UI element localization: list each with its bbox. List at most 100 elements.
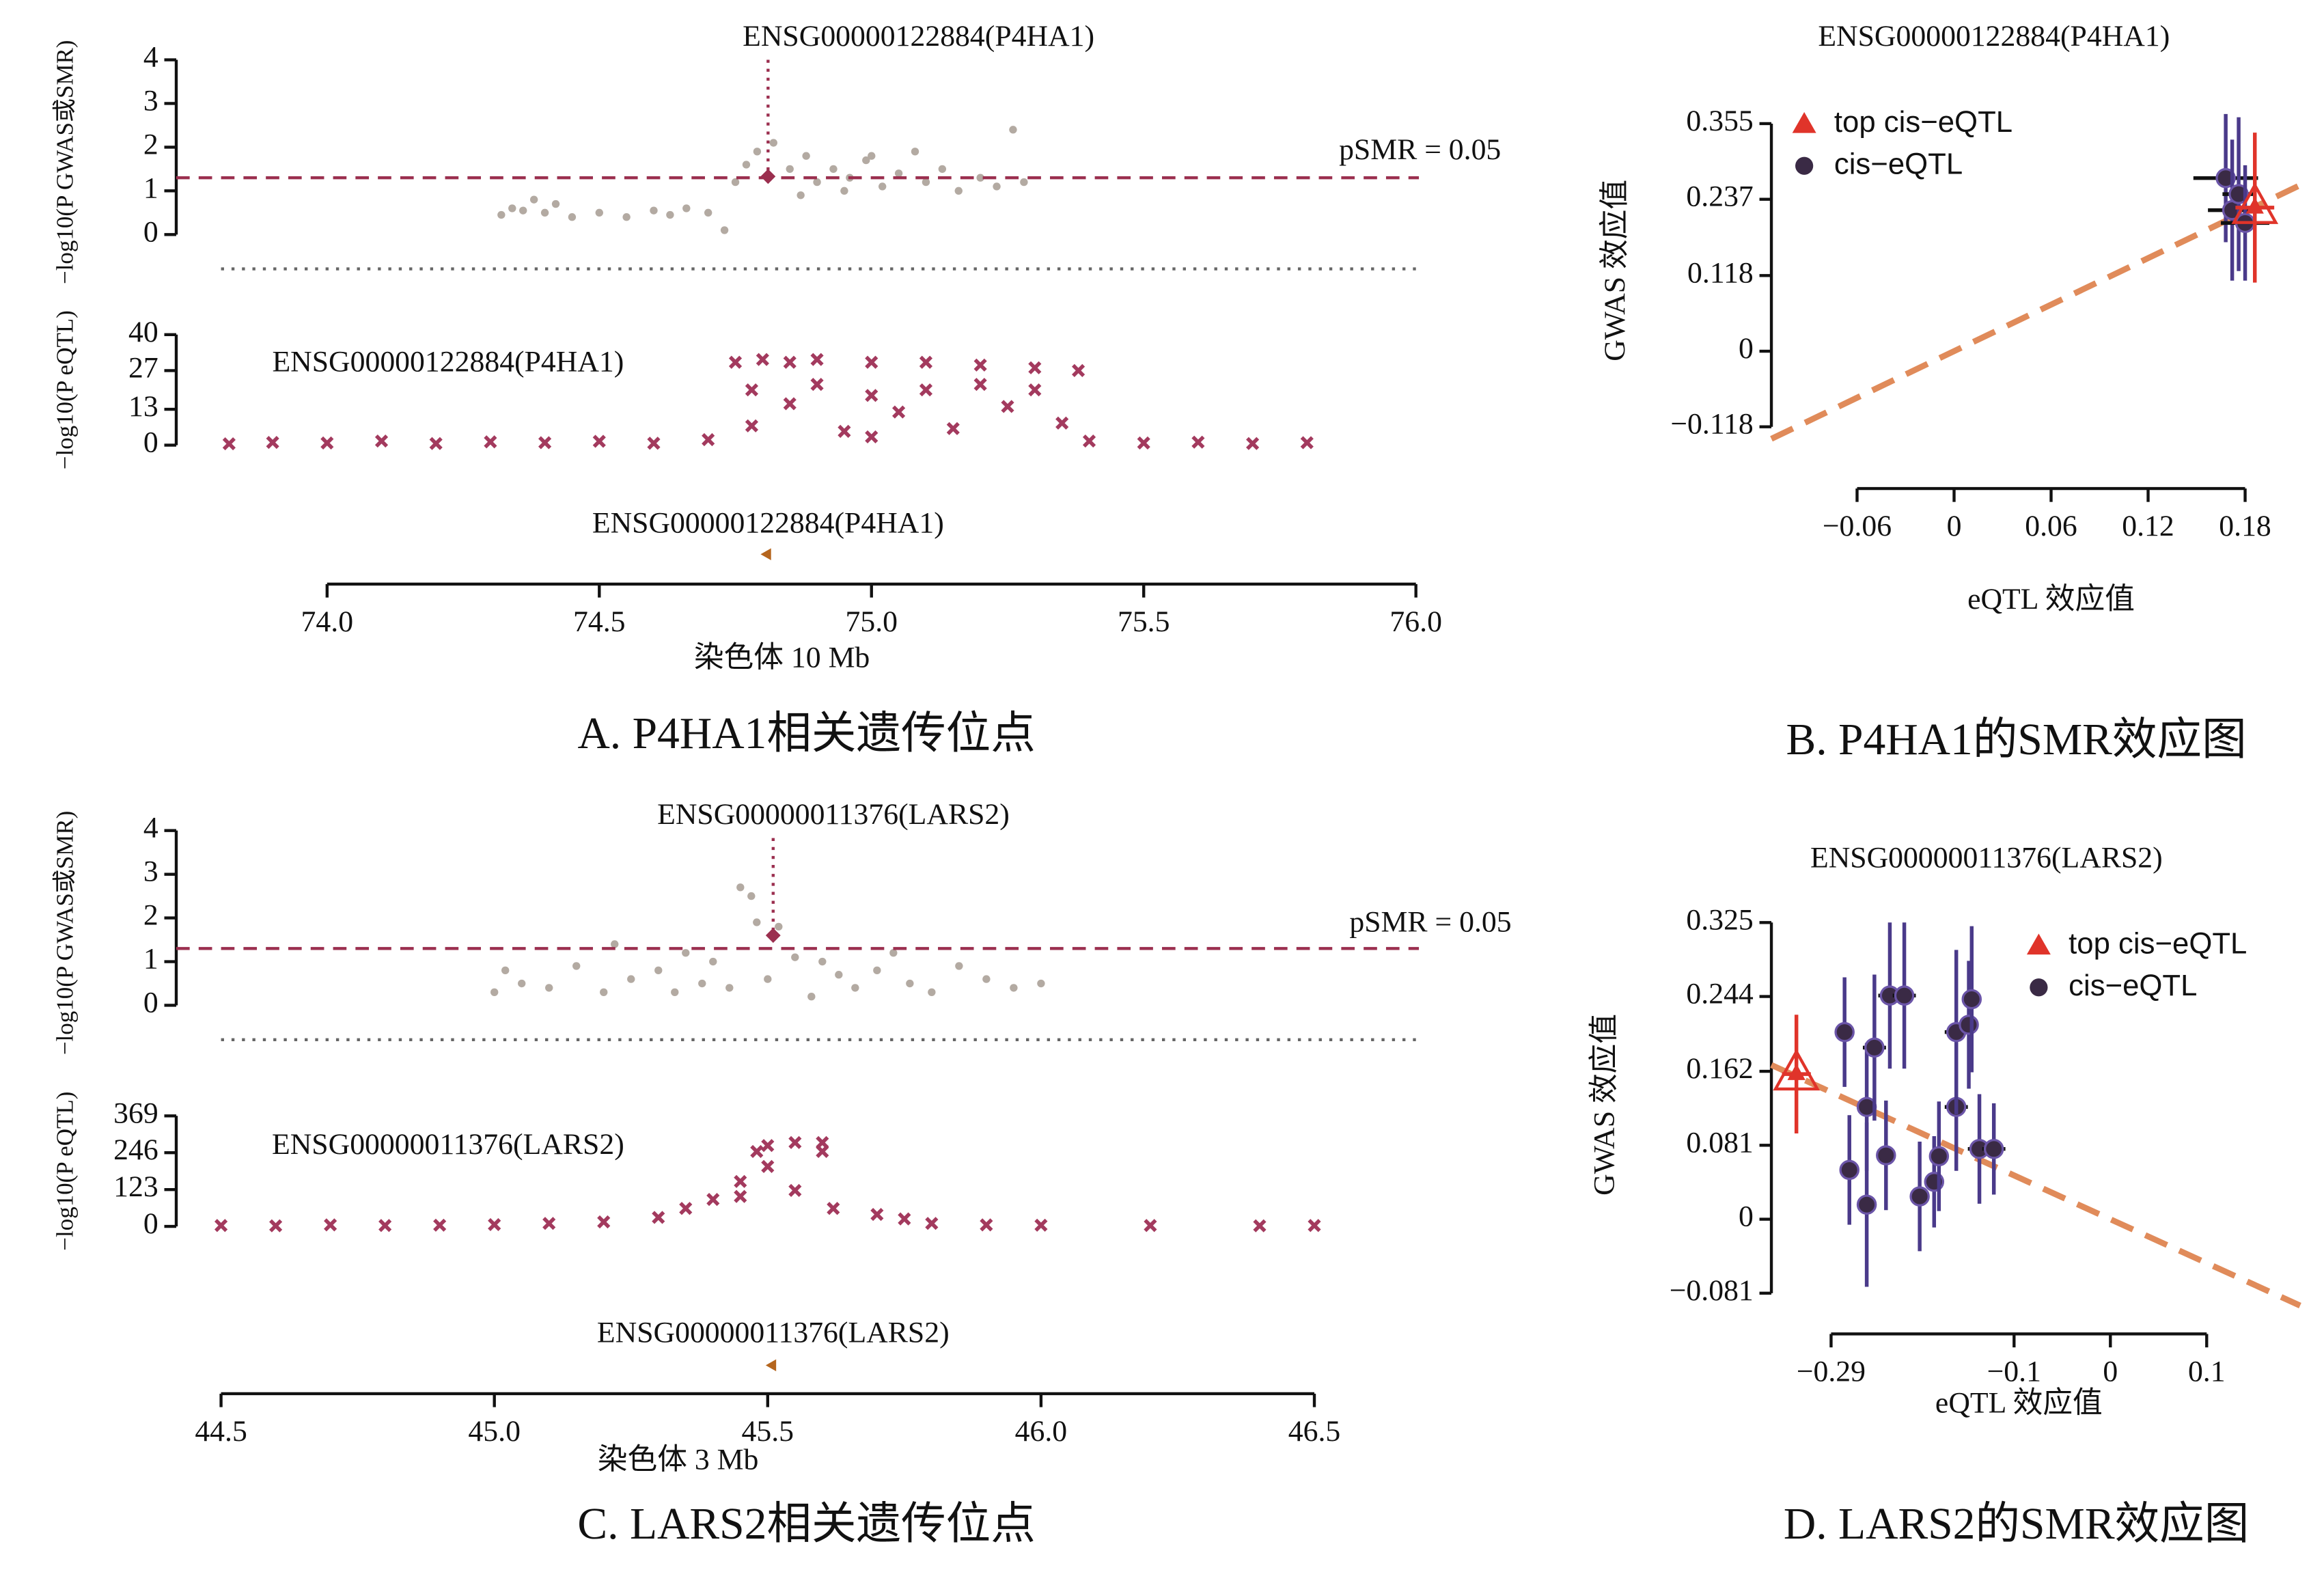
eqtl-point xyxy=(324,1218,337,1232)
y-tick-label: 0 xyxy=(143,426,158,459)
eqtl-point xyxy=(1909,1186,1930,1207)
eqtl-point xyxy=(1876,1145,1896,1166)
y-tick-label: 0.118 xyxy=(1687,256,1754,289)
legend-marker xyxy=(1795,156,1814,175)
eqtl-point xyxy=(745,383,759,397)
gwas-point xyxy=(993,182,1001,191)
x-axis-label: eQTL 效应值 xyxy=(1935,1386,2103,1419)
gene-title: ENSG00000011376(LARS2) xyxy=(657,798,1010,831)
eqtl-point xyxy=(1246,437,1260,450)
eqtl-point xyxy=(538,436,552,450)
eqtl-point xyxy=(1834,1021,1855,1043)
gwas-point xyxy=(807,993,816,1001)
eqtl-point xyxy=(1001,400,1014,413)
y-tick-label: 0.244 xyxy=(1686,978,1754,1010)
gwas-point xyxy=(775,922,783,931)
x-tick-label: 0.18 xyxy=(2219,510,2271,542)
legend-label: top cis−eQTL xyxy=(2069,927,2247,961)
x-tick-label: 74.0 xyxy=(301,605,354,638)
smr-line xyxy=(1770,182,2301,442)
eqtl-point xyxy=(679,1202,693,1215)
legend-label: cis−eQTL xyxy=(2069,969,2197,1002)
y-tick-label: 4 xyxy=(143,41,158,74)
x-tick-label: 44.5 xyxy=(195,1415,247,1448)
legend-marker xyxy=(2030,978,2048,997)
eqtl-gene-label: ENSG00000122884(P4HA1) xyxy=(272,346,624,378)
gwas-point xyxy=(889,949,898,957)
eqtl-point xyxy=(816,1135,829,1149)
caption: B. P4HA1的SMR效应图 xyxy=(1786,715,2247,765)
gwas-point xyxy=(545,984,553,992)
x-tick-label: 0.12 xyxy=(2122,510,2174,542)
eqtl-point xyxy=(1191,435,1205,449)
gwas-point xyxy=(568,213,577,221)
x-tick-label: 75.0 xyxy=(845,605,898,638)
gwas-point xyxy=(666,210,674,219)
eqtl-point xyxy=(2228,184,2249,204)
gwas-point xyxy=(572,962,581,970)
y-tick-label: 2 xyxy=(143,128,158,161)
eqtl-point xyxy=(1028,383,1042,397)
eqtl-point xyxy=(2215,167,2236,189)
eqtl-point xyxy=(973,378,987,391)
y-tick-label: 3 xyxy=(143,84,158,117)
x-axis-label: 染色体 3 Mb xyxy=(598,1444,759,1476)
eqtl-point xyxy=(745,419,759,432)
eqtl-point xyxy=(919,383,933,397)
gwas-point xyxy=(1037,979,1045,988)
x-tick-label: 0 xyxy=(1947,510,1962,542)
x-tick-label: 45.0 xyxy=(468,1415,521,1448)
eqtl-point xyxy=(973,358,987,372)
caption: C. LARS2相关遗传位点 xyxy=(577,1500,1035,1549)
eqtl-point xyxy=(865,430,879,444)
gwas-point xyxy=(654,966,663,975)
eqtl-point xyxy=(870,1207,884,1222)
gwas-point xyxy=(818,957,827,966)
eqtl-point xyxy=(597,1215,611,1229)
threshold-label: pSMR = 0.05 xyxy=(1349,905,1511,938)
gwas-point xyxy=(791,953,799,961)
eqtl-point xyxy=(1983,1138,2004,1159)
eqtl-gene-label: ENSG00000011376(LARS2) xyxy=(272,1128,624,1161)
x-tick-label: 0 xyxy=(2103,1355,2118,1388)
top-eqtl-outline xyxy=(1773,1048,1821,1091)
gwas-point xyxy=(698,979,706,988)
eqtl-point xyxy=(838,424,851,438)
y-tick-label: −0.081 xyxy=(1670,1274,1754,1307)
eqtl-point xyxy=(1137,436,1150,450)
gwas-point xyxy=(976,174,984,182)
gwas-point xyxy=(742,161,751,169)
eqtl-point xyxy=(919,355,933,369)
gwas-point xyxy=(835,971,843,979)
eqtl-point xyxy=(761,1139,775,1153)
y-tick-label: 40 xyxy=(128,316,158,348)
gwas-point xyxy=(671,988,679,996)
gwas-point xyxy=(868,152,876,160)
smr-point xyxy=(765,928,781,944)
gwas-point xyxy=(611,940,619,948)
eqtl-point xyxy=(783,397,797,411)
eqtl-point xyxy=(1864,1037,1885,1058)
gwas-point xyxy=(922,178,930,187)
eqtl-point xyxy=(222,437,236,451)
eqtl-point xyxy=(647,437,661,450)
eqtl-point xyxy=(266,435,279,450)
y-axis-label: −log10(P eQTL) xyxy=(51,1092,78,1251)
gwas-point xyxy=(906,979,914,988)
gwas-point xyxy=(627,975,635,983)
eqtl-point xyxy=(925,1217,939,1230)
gwas-point xyxy=(879,182,887,191)
gwas-point xyxy=(982,975,991,983)
top-eqtl-outline xyxy=(2231,182,2279,224)
gwas-point xyxy=(518,979,526,988)
eqtl-point xyxy=(706,1193,720,1207)
gwas-point xyxy=(497,210,506,219)
eqtl-point xyxy=(788,1183,802,1198)
gwas-point xyxy=(840,187,848,195)
gwas-point xyxy=(682,949,690,957)
gene-track-label: ENSG00000011376(LARS2) xyxy=(597,1317,950,1349)
x-tick-label: 0.1 xyxy=(2188,1355,2226,1388)
x-tick-label: 75.5 xyxy=(1118,605,1170,638)
